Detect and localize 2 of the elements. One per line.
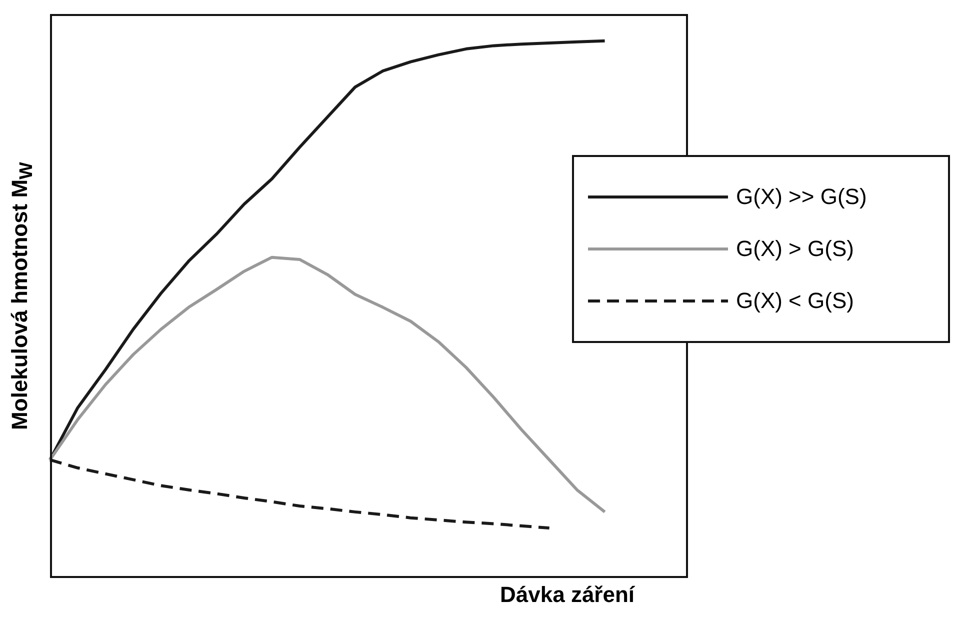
- legend-frame: G(X) >> G(S) G(X) > G(S) G(X) < G(S): [572, 155, 950, 343]
- x-axis-title: Dávka záření: [500, 582, 635, 608]
